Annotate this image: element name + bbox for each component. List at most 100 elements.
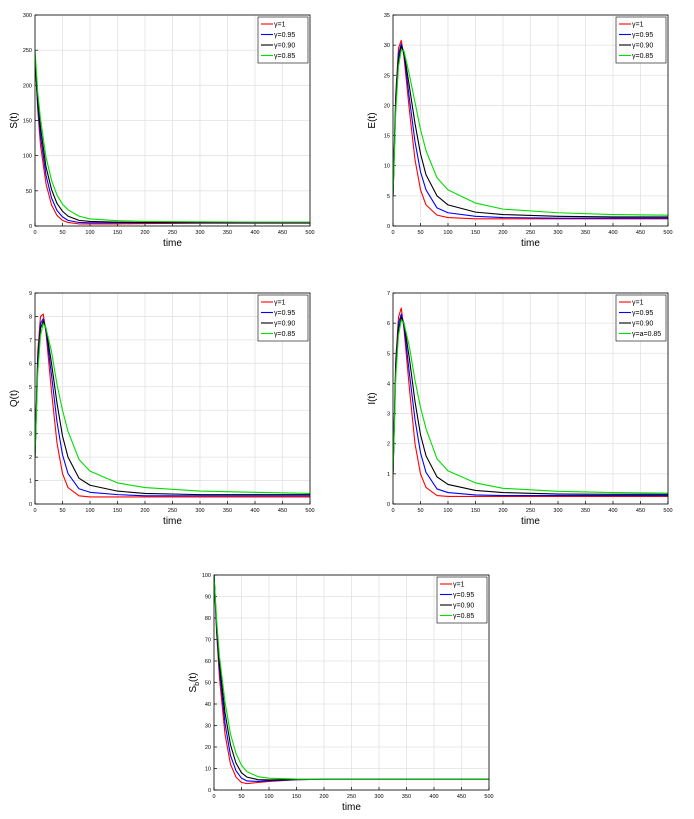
axes-frame bbox=[34, 292, 311, 505]
x-tick-label: 200 bbox=[140, 230, 149, 236]
legend-entry-label: γ=1 bbox=[274, 22, 286, 29]
legend-entry-label: γ=0.85 bbox=[274, 331, 295, 338]
x-tick-label: 500 bbox=[305, 230, 314, 236]
y-tick-label: 6 bbox=[387, 321, 390, 327]
x-tick-label: 350 bbox=[223, 508, 232, 514]
x-tick-label: 400 bbox=[608, 508, 617, 514]
legend-entry-label: γ=1 bbox=[632, 22, 644, 29]
x-tick-label: 450 bbox=[636, 508, 645, 514]
x-tick-label: 450 bbox=[636, 230, 645, 236]
y-tick-label: 0 bbox=[387, 224, 390, 230]
x-tick-label: 300 bbox=[195, 230, 204, 236]
legend-entry-label: γ=0.85 bbox=[274, 53, 295, 60]
x-tick-label: 0 bbox=[33, 230, 36, 236]
x-tick-label: 250 bbox=[526, 230, 535, 236]
legend: γ=1 γ=0.95 γ=0.90 γ=0.85 bbox=[615, 16, 667, 64]
x-tick-label: 50 bbox=[417, 230, 423, 236]
x-tick-label: 200 bbox=[140, 508, 149, 514]
y-tick-label: 0 bbox=[29, 502, 32, 508]
x-axis-label: time bbox=[163, 516, 182, 527]
x-tick-label: 250 bbox=[168, 508, 177, 514]
chart-panel-5: 0 50 100 150 200 250 300 350 400 450 500 0 10 20 30 40 5… bbox=[188, 573, 494, 813]
x-tick-label: 500 bbox=[484, 794, 493, 800]
y-tick-label: 200 bbox=[23, 83, 32, 89]
y-axis-label: I(t) bbox=[367, 392, 378, 404]
y-tick-label: 1 bbox=[387, 472, 390, 478]
x-tick-label: 350 bbox=[581, 508, 590, 514]
y-tick-label: 2 bbox=[29, 455, 32, 461]
x-tick-label: 200 bbox=[498, 230, 507, 236]
x-tick-label: 300 bbox=[553, 508, 562, 514]
series-line-2 bbox=[393, 313, 668, 497]
legend-entry-label: γ=0.90 bbox=[632, 43, 653, 50]
series-line-4 bbox=[214, 575, 489, 780]
x-tick-label: 50 bbox=[59, 508, 65, 514]
x-tick-label: 400 bbox=[250, 508, 259, 514]
x-tick-label: 400 bbox=[429, 794, 438, 800]
x-tick-label: 150 bbox=[113, 508, 122, 514]
x-tick-label: 100 bbox=[264, 794, 273, 800]
y-tick-label: 100 bbox=[202, 573, 211, 579]
y-tick-label: 20 bbox=[205, 745, 211, 751]
y-axis-label: E(t) bbox=[367, 112, 378, 128]
legend-entry-label: γ=0.95 bbox=[632, 310, 653, 317]
y-tick-label: 5 bbox=[387, 351, 390, 357]
legend-entry-label: γ=0.95 bbox=[453, 592, 474, 599]
y-tick-label: 70 bbox=[205, 638, 211, 644]
legend-entry-label: γ=0.85 bbox=[453, 613, 474, 620]
x-tick-label: 150 bbox=[471, 508, 480, 514]
x-tick-label: 50 bbox=[417, 508, 423, 514]
axes-frame bbox=[213, 574, 490, 791]
y-tick-label: 80 bbox=[205, 616, 211, 622]
y-tick-label: 250 bbox=[23, 48, 32, 54]
y-tick-label: 300 bbox=[23, 13, 32, 19]
y-tick-label: 6 bbox=[29, 361, 32, 367]
y-tick-label: 25 bbox=[384, 73, 390, 79]
x-tick-label: 100 bbox=[443, 508, 452, 514]
chart-panel-4: 0 50 100 150 200 250 300 350 400 450 500 0 1 2 3 4 5 6 7 ti… bbox=[367, 291, 673, 527]
x-axis-label: time bbox=[521, 516, 540, 527]
y-tick-label: 90 bbox=[205, 595, 211, 601]
x-tick-label: 200 bbox=[319, 794, 328, 800]
series-line-4 bbox=[35, 322, 310, 494]
series-line-3 bbox=[35, 320, 310, 496]
legend: γ=1 γ=0.95 γ=0.90 γ=a=0.85 bbox=[615, 294, 667, 342]
legend: γ=1 γ=0.95 γ=0.90 γ=0.85 bbox=[257, 294, 309, 342]
series-line-4 bbox=[393, 49, 668, 216]
y-tick-label: 5 bbox=[29, 385, 32, 391]
x-tick-label: 150 bbox=[292, 794, 301, 800]
x-tick-label: 0 bbox=[391, 508, 394, 514]
legend-entry-label: γ=0.95 bbox=[274, 310, 295, 317]
legend-entry-label: γ=0.90 bbox=[453, 603, 474, 610]
y-tick-label: 30 bbox=[205, 724, 211, 730]
y-tick-label: 10 bbox=[384, 164, 390, 170]
x-tick-label: 450 bbox=[278, 508, 287, 514]
y-tick-label: 9 bbox=[29, 291, 32, 297]
series-line-4 bbox=[393, 319, 668, 494]
series-line-1 bbox=[393, 307, 668, 498]
y-tick-label: 50 bbox=[26, 189, 32, 195]
y-tick-label: 7 bbox=[29, 338, 32, 344]
x-tick-label: 250 bbox=[168, 230, 177, 236]
x-tick-label: 100 bbox=[85, 508, 94, 514]
x-tick-label: 450 bbox=[278, 230, 287, 236]
y-tick-label: 2 bbox=[387, 442, 390, 448]
y-tick-label: 4 bbox=[29, 408, 32, 414]
y-axis-label: S(t) bbox=[9, 112, 20, 128]
x-tick-label: 150 bbox=[113, 230, 122, 236]
legend: γ=1 γ=0.95 γ=0.90 γ=0.85 bbox=[436, 576, 488, 624]
x-tick-label: 50 bbox=[238, 794, 244, 800]
x-tick-label: 250 bbox=[526, 508, 535, 514]
y-axis-label: Q(t) bbox=[9, 390, 20, 407]
x-tick-label: 300 bbox=[195, 508, 204, 514]
x-tick-label: 400 bbox=[608, 230, 617, 236]
series-line-1 bbox=[393, 39, 668, 220]
y-axis-label: Sb(t) bbox=[188, 672, 201, 692]
y-tick-label: 100 bbox=[23, 154, 32, 160]
y-tick-label: 5 bbox=[387, 194, 390, 200]
y-tick-label: 3 bbox=[387, 412, 390, 418]
y-tick-label: 40 bbox=[205, 702, 211, 708]
y-tick-label: 10 bbox=[205, 767, 211, 773]
x-tick-label: 0 bbox=[33, 508, 36, 514]
